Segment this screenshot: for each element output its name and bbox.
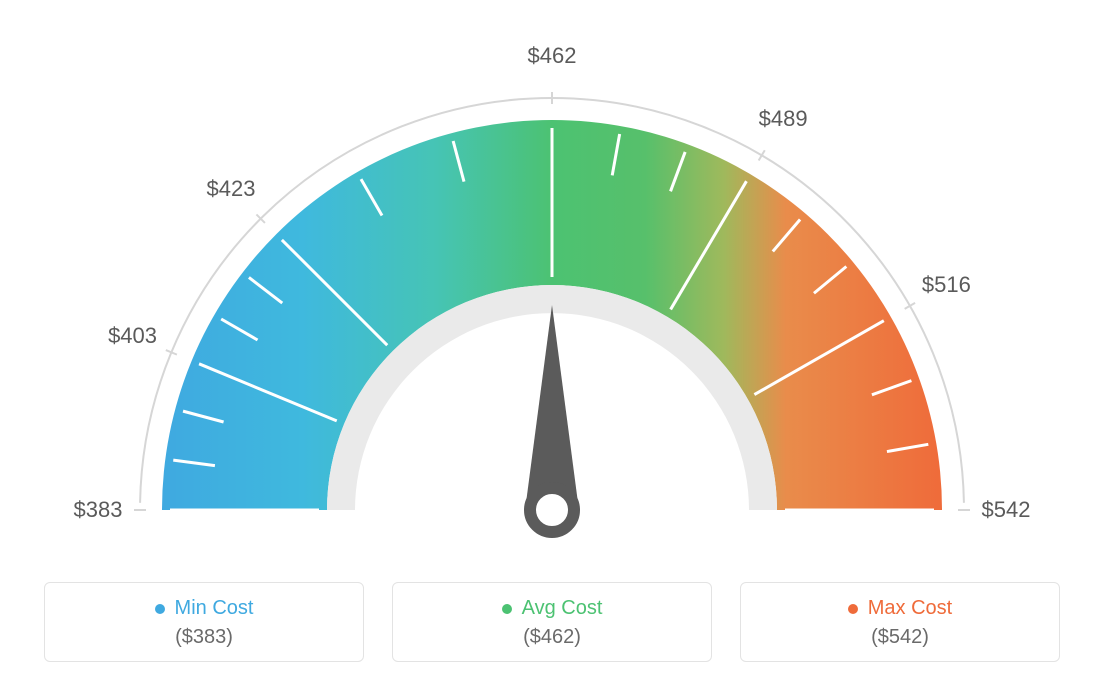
legend-row: Min Cost ($383) Avg Cost ($462) Max Cost ($54…	[0, 582, 1104, 662]
gauge-tick-label: $542	[982, 497, 1031, 523]
legend-card: Min Cost ($383)	[44, 582, 364, 662]
legend-dot	[155, 604, 165, 614]
legend-label-text: Avg Cost	[522, 597, 603, 620]
gauge-hub	[530, 488, 574, 532]
gauge-chart: $383 $403 $423 $462 $489 $516 $542	[0, 0, 1104, 560]
gauge-tick-label: $423	[206, 176, 255, 202]
legend-title: Avg Cost	[502, 597, 603, 620]
legend-title: Max Cost	[848, 597, 952, 620]
legend-value: ($542)	[741, 626, 1059, 649]
legend-value: ($383)	[45, 626, 363, 649]
legend-value: ($462)	[393, 626, 711, 649]
gauge-outline-tick	[759, 150, 765, 160]
gauge-tick-label: $383	[74, 497, 123, 523]
gauge-tick-label: $462	[528, 43, 577, 69]
gauge-tick-label: $403	[108, 323, 157, 349]
gauge-tick-label: $516	[922, 272, 971, 298]
legend-title: Min Cost	[155, 597, 254, 620]
legend-dot	[848, 604, 858, 614]
legend-label-text: Min Cost	[175, 597, 254, 620]
gauge-tick-label: $489	[759, 106, 808, 132]
legend-label-text: Max Cost	[868, 597, 952, 620]
legend-card: Avg Cost ($462)	[392, 582, 712, 662]
legend-dot	[502, 604, 512, 614]
gauge-svg	[0, 20, 1104, 580]
legend-card: Max Cost ($542)	[740, 582, 1060, 662]
